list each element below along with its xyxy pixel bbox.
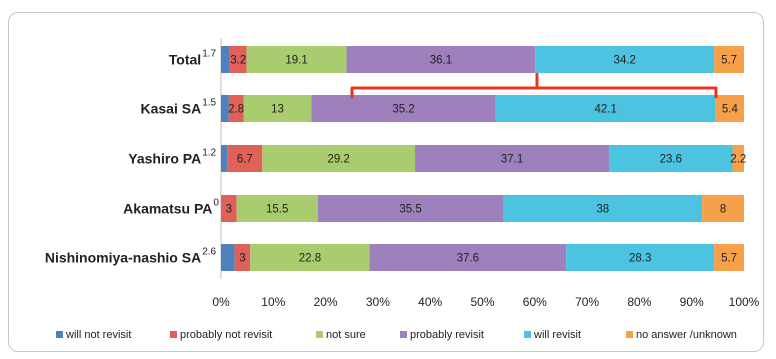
x-tick-label-1: 10% — [261, 295, 285, 309]
data-label-2-4: 23.6 — [660, 154, 682, 166]
legend-label-5: no answer /unknown — [636, 329, 737, 341]
bar-segment-0-2 — [246, 46, 347, 73]
bar-segment-0-1 — [229, 46, 247, 73]
bar-segment-4-3 — [369, 244, 567, 271]
bar-segment-1-4 — [495, 95, 716, 122]
bar-segment-4-0 — [221, 244, 235, 271]
bar-segment-2-2 — [262, 145, 416, 172]
x-tick-label-2: 20% — [314, 295, 338, 309]
bar-segment-1-5 — [715, 95, 744, 122]
data-label-4-4: 28.3 — [629, 253, 651, 265]
bar-segment-0-5 — [714, 46, 744, 73]
category-label-1: Kasai SA — [140, 101, 201, 117]
x-tick-label-8: 80% — [627, 295, 651, 309]
bar-segment-2-4 — [609, 145, 733, 172]
x-tick-label-3: 30% — [366, 295, 390, 309]
legend-label-3: probably revisit — [410, 329, 484, 341]
data-label-1-3: 35.2 — [392, 104, 414, 116]
first-series-value-1: 1.5 — [202, 98, 216, 109]
x-tick-label-9: 90% — [680, 295, 704, 309]
bar-segment-3-5 — [702, 195, 744, 222]
data-label-1-1: 2.8 — [228, 104, 244, 116]
data-label-1-5: 5.4 — [722, 104, 739, 116]
bar-segment-4-1 — [234, 244, 251, 271]
legend-swatch-5 — [626, 331, 633, 338]
first-series-value-3: 0 — [213, 198, 219, 209]
data-label-1-2: 13 — [271, 104, 284, 116]
x-tick-label-4: 40% — [418, 295, 442, 309]
bar-segment-2-0 — [221, 145, 228, 172]
data-label-4-1: 3 — [239, 253, 245, 265]
bar-segment-3-3 — [317, 195, 504, 222]
legend-label-0: will not revisit — [65, 329, 131, 341]
bar-segment-4-2 — [250, 244, 370, 271]
bar-segment-1-0 — [221, 95, 229, 122]
data-label-2-2: 29.2 — [327, 154, 349, 166]
category-label-3: Akamatsu PA — [123, 201, 212, 217]
x-tick-label-6: 60% — [523, 295, 547, 309]
bar-segment-0-4 — [535, 46, 715, 73]
data-label-0-3: 36.1 — [430, 55, 452, 67]
data-label-0-5: 5.7 — [721, 55, 737, 67]
data-label-3-5: 8 — [720, 204, 726, 216]
legend-swatch-1 — [170, 331, 177, 338]
data-label-4-5: 5.7 — [721, 253, 737, 265]
first-series-value-2: 1.2 — [202, 148, 216, 159]
bracket-annotation — [350, 73, 718, 98]
legend-swatch-0 — [56, 331, 63, 338]
data-label-4-2: 22.8 — [299, 253, 321, 265]
data-label-2-3: 37.1 — [501, 154, 523, 166]
bar-segment-3-1 — [221, 195, 237, 222]
legend-swatch-2 — [316, 331, 323, 338]
bar-segment-0-3 — [346, 46, 536, 73]
category-label-2: Yashiro PA — [128, 151, 201, 167]
data-label-3-3: 35.5 — [399, 204, 421, 216]
bar-segment-3-4 — [503, 195, 703, 222]
data-label-0-2: 19.1 — [285, 55, 307, 67]
bar-segment-3-2 — [236, 195, 318, 222]
bar-segment-1-2 — [243, 95, 312, 122]
bar-segment-0-0 — [221, 46, 230, 73]
x-tick-label-0: 0% — [212, 295, 230, 309]
data-label-0-4: 34.2 — [614, 55, 636, 67]
legend-label-2: not sure — [326, 329, 366, 341]
category-label-0: Total — [169, 52, 201, 68]
x-tick-label-10: 100% — [729, 295, 760, 309]
data-label-1-4: 42.1 — [594, 104, 616, 116]
bar-segment-1-3 — [311, 95, 496, 122]
bar-segment-4-4 — [566, 244, 715, 271]
data-label-2-1: 6.7 — [237, 154, 253, 166]
data-label-3-4: 38 — [596, 204, 609, 216]
data-label-3-1: 3 — [226, 204, 232, 216]
data-label-3-2: 15.5 — [266, 204, 288, 216]
legend-label-1: probably not revisit — [180, 329, 272, 341]
legend-swatch-3 — [400, 331, 407, 338]
bar-segment-4-5 — [714, 244, 744, 271]
data-label-2-5: 2.2 — [730, 154, 746, 166]
category-label-4: Nishinomiya-nashio SA — [45, 250, 201, 266]
bar-segment-2-5 — [732, 145, 744, 172]
legend-label-4: will revisit — [533, 329, 581, 341]
legend-swatch-4 — [524, 331, 531, 338]
bar-segment-2-1 — [227, 145, 263, 172]
x-tick-label-7: 70% — [575, 295, 599, 309]
first-series-value-4: 2.6 — [202, 247, 216, 258]
first-series-value-0: 1.7 — [202, 49, 216, 60]
bar-segment-1-1 — [228, 95, 244, 122]
bar-segment-2-3 — [415, 145, 610, 172]
data-label-4-3: 37.6 — [457, 253, 479, 265]
data-label-0-1: 3.2 — [230, 55, 246, 67]
x-tick-label-5: 50% — [470, 295, 494, 309]
